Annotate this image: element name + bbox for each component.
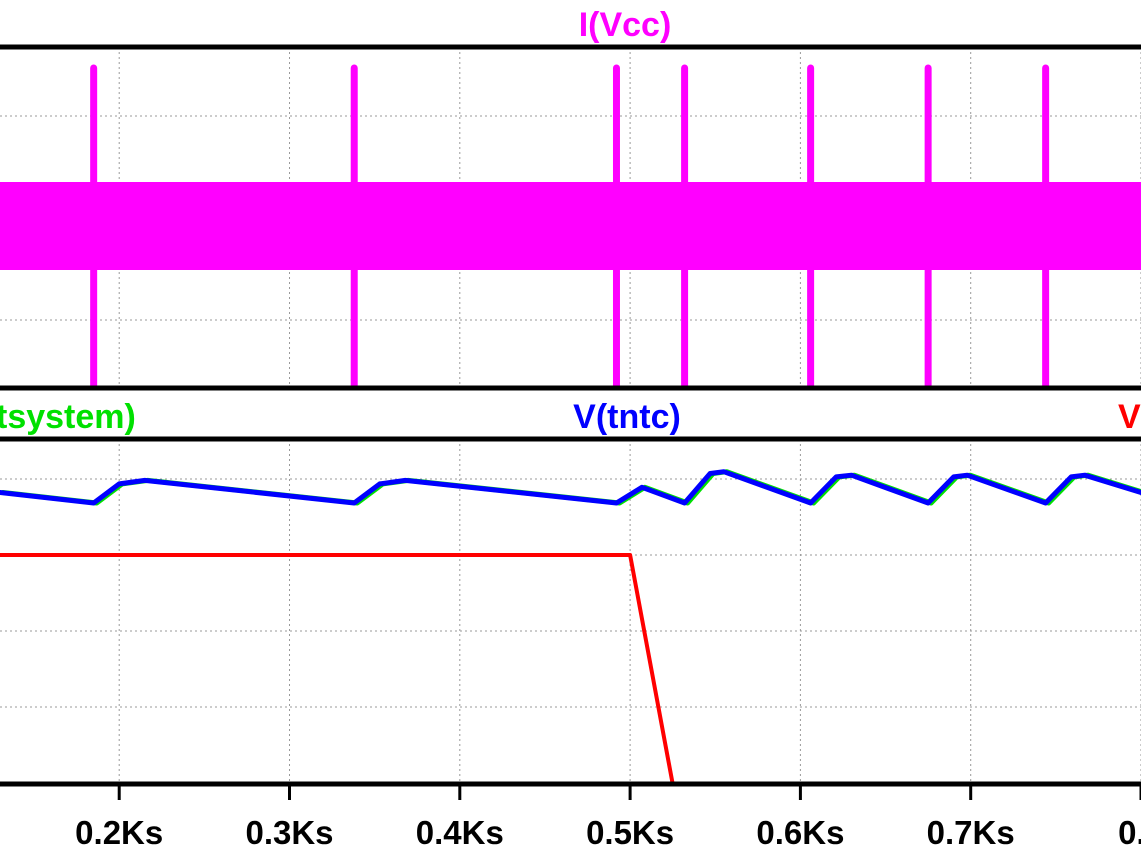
top-pane: I(Vcc) bbox=[0, 6, 1141, 391]
x-tick-label: 0.7Ks bbox=[927, 814, 1015, 851]
vred-label: V bbox=[1118, 398, 1141, 436]
vtntc-label: V(tntc) bbox=[573, 398, 681, 436]
x-tick-label: 0.4Ks bbox=[416, 814, 504, 851]
ivcc-label: I(Vcc) bbox=[579, 6, 672, 44]
vsystem-label: tsystem) bbox=[0, 398, 136, 436]
ivcc-band bbox=[0, 182, 1141, 270]
series-line-vtntc bbox=[0, 469, 1141, 506]
ivcc-spikes bbox=[90, 64, 1050, 390]
x-tick-label: 0.5Ks bbox=[586, 814, 674, 851]
x-tick-label: 0.8 bbox=[1118, 814, 1141, 851]
x-tick-label: 0.3Ks bbox=[245, 814, 333, 851]
x-tick-label: 0.6Ks bbox=[756, 814, 844, 851]
x-tick-label: 0.2Ks bbox=[75, 814, 163, 851]
x-axis: 0.2Ks 0.3Ks 0.4Ks 0.5Ks 0.6Ks 0.7Ks 0.8 bbox=[75, 786, 1141, 851]
bottom-pane: tsystem) V(tntc) V bbox=[0, 398, 1141, 787]
